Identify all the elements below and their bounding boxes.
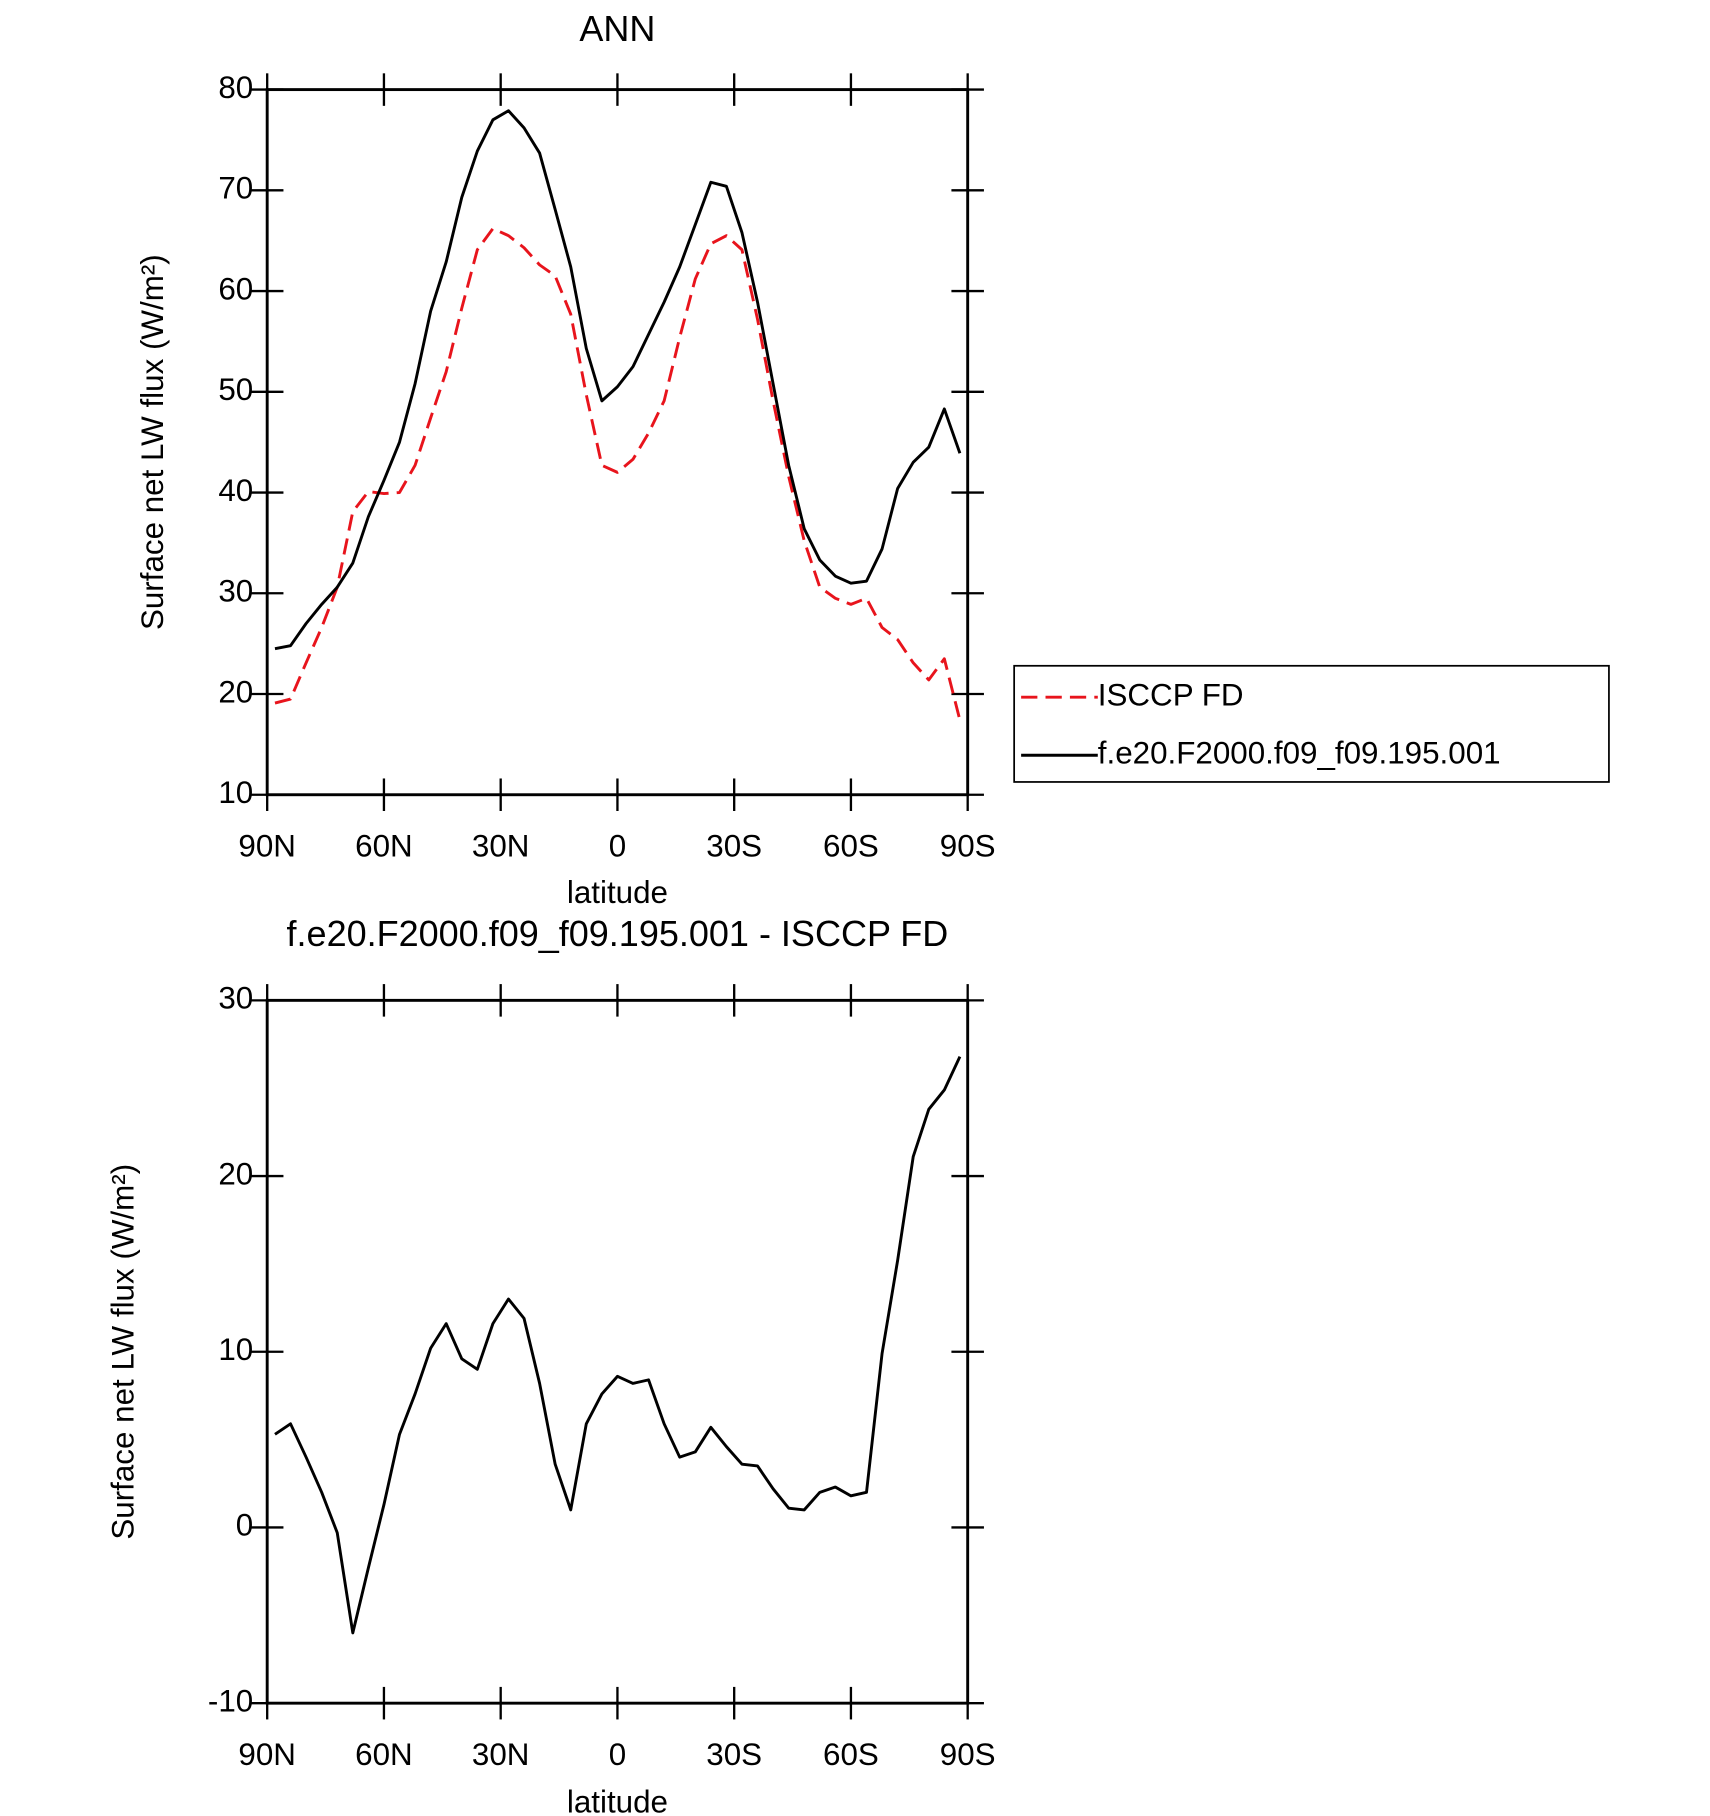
x-tick-label: 30N: [472, 1737, 530, 1772]
plot-frame: [265, 998, 970, 1705]
chart-title: f.e20.F2000.f09_f09.195.001 - ISCCP FD: [287, 913, 949, 954]
x-tick-label: 30S: [706, 1737, 762, 1772]
y-tick-label: 60: [218, 271, 253, 306]
y-tick-label: 10: [218, 775, 253, 810]
y-tick-label: 30: [218, 981, 253, 1016]
series-line: [274, 109, 962, 651]
x-axis-label: latitude: [567, 1785, 668, 1816]
y-tick-label: -10: [208, 1683, 253, 1718]
x-axis-label: latitude: [567, 875, 668, 910]
y-tick-label: 50: [218, 372, 253, 407]
x-tick-label: 90S: [940, 828, 996, 863]
x-tick-label: 90N: [238, 828, 296, 863]
series-line: [274, 227, 962, 721]
y-tick-label: 10: [218, 1332, 253, 1367]
y-axis-label: Surface net LW flux (W/m²): [135, 254, 170, 630]
x-tick-label: 60N: [355, 1737, 413, 1772]
y-axis-label: Surface net LW flux (W/m²): [106, 1164, 141, 1540]
x-tick-label: 90N: [238, 1737, 296, 1772]
x-tick-label: 60S: [823, 1737, 879, 1772]
series-line: [274, 1055, 962, 1635]
chart-title: ANN: [579, 8, 655, 49]
x-tick-label: 30N: [472, 828, 530, 863]
y-tick-label: 20: [218, 674, 253, 709]
x-tick-label: 60S: [823, 828, 879, 863]
legend-box: [1013, 664, 1610, 783]
y-tick-label: 80: [218, 70, 253, 105]
y-tick-label: 30: [218, 574, 253, 609]
y-tick-label: 0: [236, 1508, 253, 1543]
legend-label: ISCCP FD: [1098, 677, 1244, 712]
y-tick-label: 20: [218, 1156, 253, 1191]
x-tick-label: 0: [609, 1737, 626, 1772]
x-tick-label: 90S: [940, 1737, 996, 1772]
y-tick-label: 70: [218, 171, 253, 206]
legend-label: f.e20.F2000.f09_f09.195.001: [1098, 736, 1501, 771]
x-tick-label: 60N: [355, 828, 413, 863]
y-tick-label: 40: [218, 473, 253, 508]
x-tick-label: 30S: [706, 828, 762, 863]
plot-frame: [265, 88, 970, 797]
x-tick-label: 0: [609, 828, 626, 863]
